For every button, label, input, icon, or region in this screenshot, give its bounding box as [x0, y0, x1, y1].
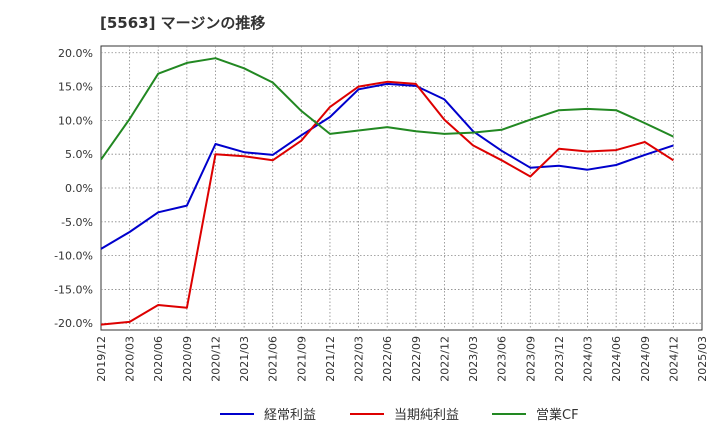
- legend-label: 経常利益: [264, 408, 316, 423]
- x-tick-label: 2024/09: [639, 336, 652, 382]
- legend-label: 営業CF: [536, 407, 579, 423]
- x-tick-label: 2019/12: [95, 336, 108, 382]
- x-tick-label: 2023/03: [467, 336, 480, 382]
- x-tick-label: 2024/06: [610, 336, 623, 382]
- x-tick-label: 2021/06: [267, 336, 280, 382]
- x-tick-label: 2022/03: [353, 336, 366, 382]
- y-tick-label: 15.0%: [58, 81, 93, 94]
- x-tick-label: 2024/12: [667, 336, 680, 382]
- x-tick-label: 2021/12: [324, 336, 337, 382]
- x-tick-label: 2023/09: [524, 336, 537, 382]
- x-tick-label: 2020/12: [209, 336, 222, 382]
- y-axis-ticks: 20.0% 15.0% 10.0% 5.0% 0.0% -5.0% -10.0% -15.0%…: [54, 47, 93, 330]
- y-tick-label: 0.0%: [65, 182, 93, 195]
- legend: 経常利益 当期純利益 営業CF: [220, 407, 579, 423]
- x-axis-ticks: 2019/12 2020/03 2020/06 2020/09 2020/12 2021/…: [95, 336, 709, 382]
- series-line-当期純利益: [100, 80, 674, 326]
- x-tick-label: 2025/03: [696, 336, 709, 382]
- x-tick-label: 2024/03: [582, 336, 595, 382]
- x-tick-label: 2020/03: [124, 336, 137, 382]
- x-tick-label: 2022/09: [410, 336, 423, 382]
- y-tick-label: -5.0%: [61, 216, 93, 229]
- x-tick-label: 2021/03: [238, 336, 251, 382]
- y-tick-label: -20.0%: [54, 317, 93, 330]
- series-lines: [100, 57, 674, 326]
- y-tick-label: -10.0%: [54, 250, 93, 263]
- x-tick-label: 2020/09: [181, 336, 194, 382]
- x-tick-label: 2023/12: [553, 336, 566, 382]
- y-tick-label: 5.0%: [65, 148, 93, 161]
- x-tick-label: 2022/06: [381, 336, 394, 382]
- x-tick-label: 2023/06: [496, 336, 509, 382]
- x-tick-label: 2021/09: [295, 336, 308, 382]
- series-line-経常利益: [100, 82, 674, 250]
- legend-label: 当期純利益: [394, 408, 459, 423]
- x-tick-label: 2020/06: [152, 336, 165, 382]
- x-tick-label: 2022/12: [438, 336, 451, 382]
- y-tick-label: 10.0%: [58, 114, 93, 127]
- series-line-営業CF: [100, 57, 674, 161]
- y-tick-label: 20.0%: [58, 47, 93, 60]
- grid-lines: [101, 46, 702, 330]
- chart-title: [5563] マージンの推移: [100, 14, 265, 32]
- y-tick-label: -15.0%: [54, 283, 93, 296]
